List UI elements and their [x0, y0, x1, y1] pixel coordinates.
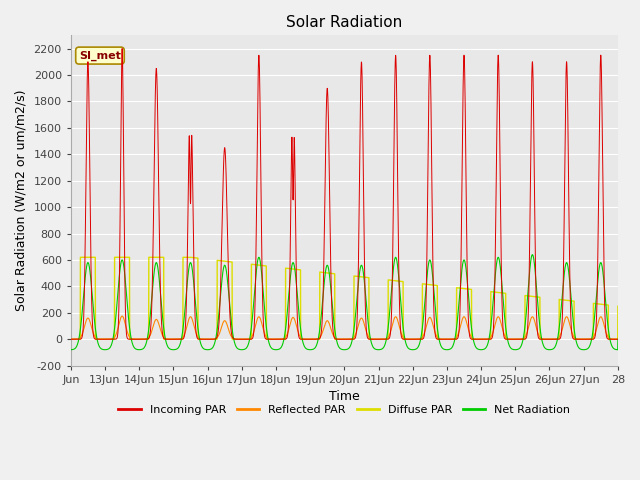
Legend: Incoming PAR, Reflected PAR, Diffuse PAR, Net Radiation: Incoming PAR, Reflected PAR, Diffuse PAR…: [114, 401, 575, 420]
Y-axis label: Solar Radiation (W/m2 or um/m2/s): Solar Radiation (W/m2 or um/m2/s): [15, 90, 28, 311]
Text: SI_met: SI_met: [79, 50, 121, 60]
Title: Solar Radiation: Solar Radiation: [286, 15, 403, 30]
X-axis label: Time: Time: [329, 390, 360, 403]
